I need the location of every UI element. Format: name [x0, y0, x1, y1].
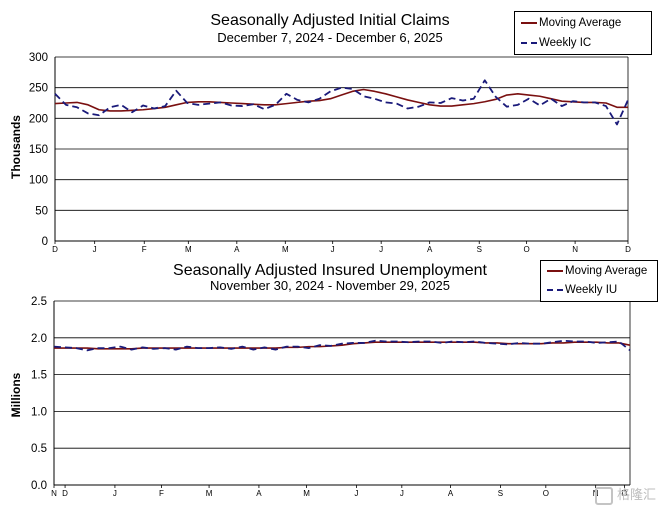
initial-claims-plot: 0 50 100 150 200 250 300 D J F M A M J J A S O N D: [29, 52, 631, 254]
y-tick-label: 200: [29, 113, 48, 125]
legend-swatch: [547, 269, 563, 272]
x-tick-label: J: [354, 489, 358, 498]
x-tick-label: D: [62, 489, 68, 498]
x-tick-label: A: [256, 489, 262, 498]
x-tick-label: A: [234, 245, 240, 254]
x-tick-label: M: [303, 489, 310, 498]
insured-unemployment-chart: Seasonally Adjusted Insured Unemployment…: [0, 255, 662, 511]
chart-subtitle: November 30, 2024 - November 29, 2025: [210, 278, 450, 293]
initial-claims-chart: Seasonally Adjusted Initial Claims Decem…: [0, 0, 662, 255]
chart-title: Seasonally Adjusted Insured Unemployment: [173, 262, 487, 279]
x-tick-label: J: [400, 489, 404, 498]
x-tick-label: D: [622, 489, 628, 498]
y-tick-label: 0.0: [31, 480, 47, 492]
x-tick-label: M: [185, 245, 192, 254]
legend-swatch: [547, 288, 563, 291]
y-tick-label: 150: [29, 144, 48, 156]
x-tick-label: N: [51, 489, 57, 498]
x-tick-label: O: [543, 489, 549, 498]
x-tick-label: M: [282, 245, 289, 254]
y-tick-label: 100: [29, 175, 48, 187]
watermark-logo-icon: [594, 487, 613, 505]
legend-item-moving-average: Moving Average: [547, 265, 647, 277]
legend-item-weekly-ic: Weekly IC: [521, 37, 591, 49]
y-tick-label: 2.0: [31, 333, 47, 345]
legend-label: Moving Average: [565, 265, 648, 277]
y-tick-label: 0: [42, 236, 48, 248]
x-tick-label: O: [524, 245, 530, 254]
x-tick-label: S: [498, 489, 503, 498]
y-tick-label: 300: [29, 52, 48, 64]
x-tick-label: J: [379, 245, 383, 254]
y-tick-label: 2.5: [31, 296, 47, 308]
chart-title: Seasonally Adjusted Initial Claims: [210, 12, 450, 29]
x-tick-label: J: [93, 245, 97, 254]
y-tick-label: 1.5: [31, 370, 47, 382]
x-tick-label: F: [142, 245, 147, 254]
series-line-moving-average: [54, 88, 628, 112]
legend-item-moving-average: Moving Average: [521, 17, 621, 29]
legend-item-weekly-iu: Weekly IU: [547, 284, 617, 296]
watermark-text: 格隆汇: [616, 487, 656, 503]
x-tick-label: M: [206, 489, 213, 498]
legend-swatch: [521, 41, 537, 44]
legend-label: Moving Average: [539, 17, 622, 29]
y-tick-label: 250: [29, 83, 48, 95]
series-line-weekly-ic: [54, 79, 629, 126]
y-tick-label: 1.0: [31, 406, 47, 418]
legend-label: Weekly IU: [565, 284, 618, 296]
x-tick-label: F: [159, 489, 164, 498]
series-line-weekly-iu: [53, 339, 631, 352]
watermark: 格隆汇: [594, 484, 656, 505]
x-tick-label: J: [113, 489, 117, 498]
y-tick-label: 0.5: [31, 443, 47, 455]
x-tick-label: S: [477, 245, 482, 254]
chart-legend: Moving Average Weekly IU: [540, 260, 658, 302]
legend-swatch: [521, 21, 537, 24]
x-tick-label: J: [331, 245, 335, 254]
y-tick-label: 50: [35, 205, 48, 217]
insured-unemployment-plot: 0.00.51.01.52.02.5N D J F M A M J J A S O N D: [31, 296, 631, 498]
chart-legend: Moving Average Weekly IC: [514, 11, 652, 55]
x-tick-label: N: [572, 245, 578, 254]
x-tick-label: A: [427, 245, 433, 254]
x-tick-label: D: [625, 245, 631, 254]
x-tick-label: D: [52, 245, 58, 254]
chart-subtitle: December 7, 2024 - December 6, 2025: [217, 30, 443, 45]
legend-label: Weekly IC: [539, 37, 592, 49]
x-tick-label: A: [448, 489, 454, 498]
